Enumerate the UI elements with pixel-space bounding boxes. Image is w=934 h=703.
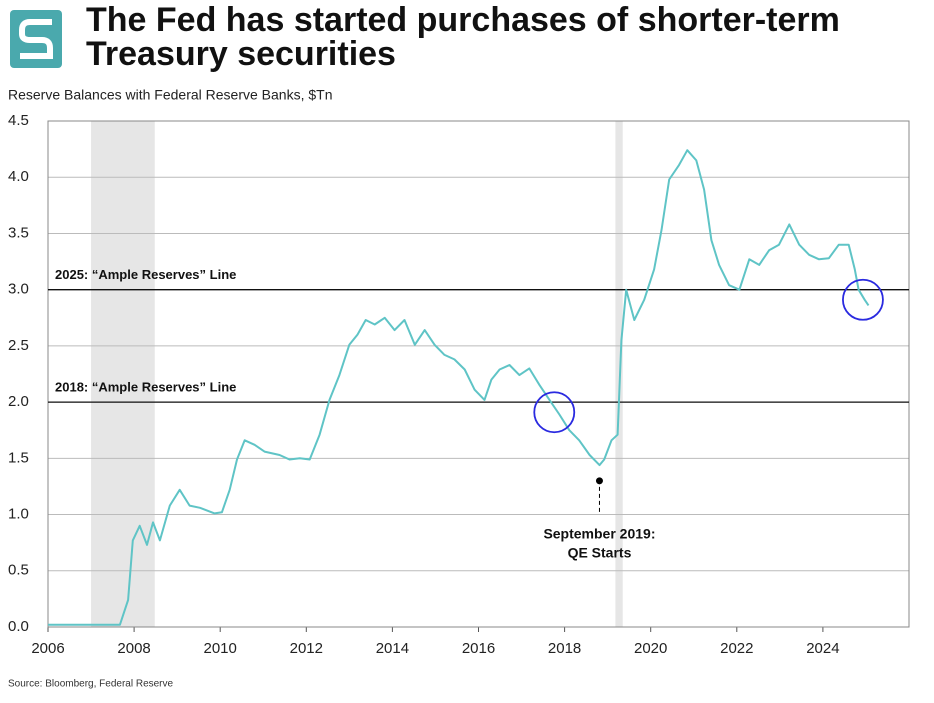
annotation-dot xyxy=(595,477,603,485)
highlight-circle xyxy=(842,278,884,321)
annotation-text: September 2019: xyxy=(543,526,655,542)
x-tick-label: 2006 xyxy=(31,640,64,657)
y-tick-label: 0.5 xyxy=(8,562,29,579)
y-tick-label: 3.0 xyxy=(8,281,29,298)
y-tick-label: 1.0 xyxy=(8,506,29,523)
x-tick-label: 2014 xyxy=(376,640,409,657)
y-tick-label: 0.0 xyxy=(8,618,29,635)
x-tick-label: 2020 xyxy=(634,640,667,657)
x-tick-label: 2024 xyxy=(806,640,839,657)
y-tick-label: 1.5 xyxy=(8,449,29,466)
x-tick-label: 2018 xyxy=(548,640,581,657)
x-tick-label: 2016 xyxy=(462,640,495,657)
highlight-circle xyxy=(533,391,576,434)
plot-frame xyxy=(47,120,910,628)
y-tick-label: 2.5 xyxy=(8,337,29,354)
x-tick-label: 2010 xyxy=(204,640,237,657)
y-tick-label: 3.5 xyxy=(8,224,29,241)
subtitle: Reserve Balances with Federal Reserve Ba… xyxy=(8,87,332,103)
x-tick-label: 2008 xyxy=(117,640,150,657)
reference-label: 2025: “Ample Reserves” Line xyxy=(55,267,236,282)
y-tick-label: 4.0 xyxy=(8,168,29,185)
source: Source: Bloomberg, Federal Reserve xyxy=(8,679,174,690)
chart-title: The Fed has started purchases of shorter… xyxy=(86,1,840,39)
y-tick-label: 4.5 xyxy=(8,112,29,129)
x-tick-label: 2012 xyxy=(290,640,323,657)
y-tick-label: 2.0 xyxy=(8,393,29,410)
x-tick-label: 2022 xyxy=(720,640,753,657)
recession-band xyxy=(91,121,155,627)
chart-title: Treasury securities xyxy=(86,35,396,73)
reference-label: 2018: “Ample Reserves” Line xyxy=(55,380,236,395)
logo-mark xyxy=(19,19,53,59)
series-line xyxy=(48,149,870,626)
annotation-text: QE Starts xyxy=(568,545,632,561)
